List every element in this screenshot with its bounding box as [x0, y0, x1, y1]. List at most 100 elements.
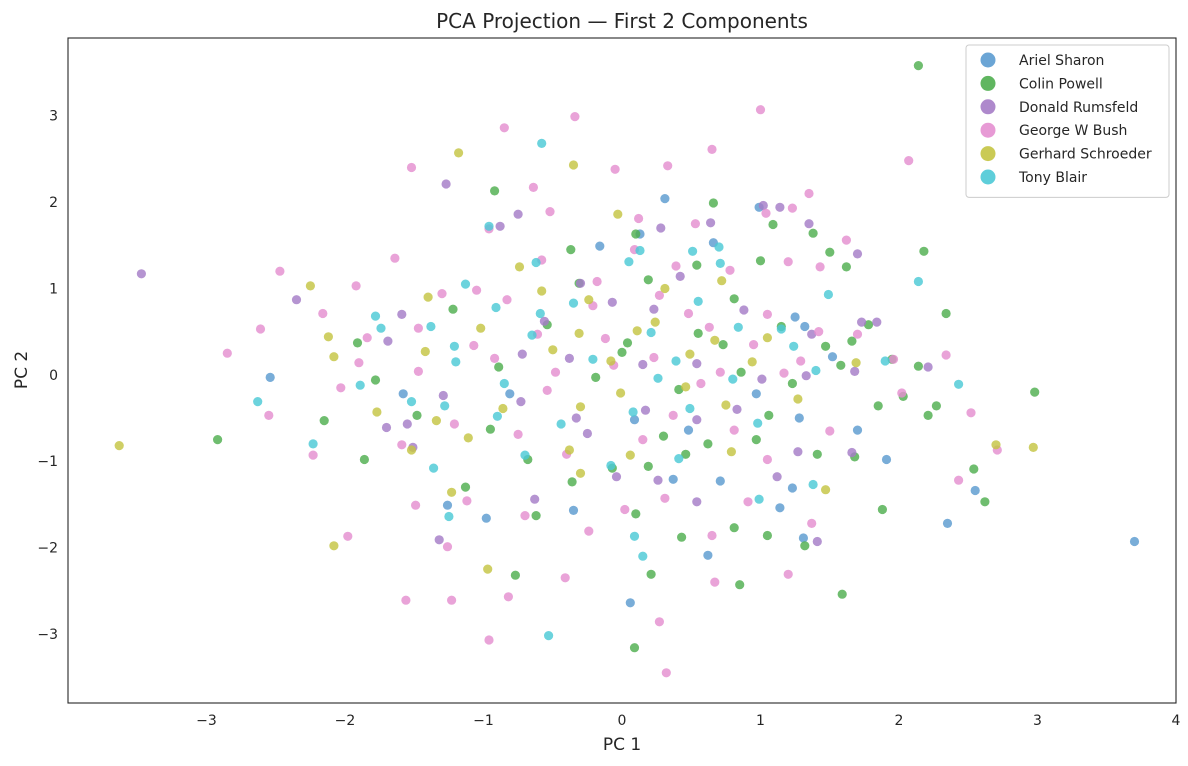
scatter-point — [775, 503, 785, 513]
scatter-point — [308, 450, 318, 460]
scatter-point — [222, 348, 232, 358]
scatter-point — [710, 335, 720, 345]
scatter-point — [354, 358, 364, 368]
scatter-point — [567, 477, 577, 487]
scatter-point — [668, 410, 678, 420]
scatter-point — [841, 262, 852, 272]
scatter-point — [703, 439, 713, 449]
scatter-point — [440, 401, 450, 411]
scatter-point — [499, 378, 509, 389]
scatter-point — [483, 564, 493, 574]
scatter-point — [783, 257, 793, 267]
scatter-point — [441, 179, 451, 189]
scatter-point — [692, 497, 702, 507]
scatter-point — [714, 242, 724, 252]
scatter-point — [606, 460, 616, 471]
scatter-point — [606, 356, 616, 366]
scatter-point — [649, 352, 659, 363]
scatter-point — [499, 123, 509, 133]
scatter-point — [632, 326, 642, 336]
scatter-point — [545, 207, 555, 217]
scatter-point — [954, 475, 964, 485]
scatter-point — [537, 138, 547, 148]
y-tick-label: 2 — [49, 195, 58, 211]
scatter-point — [683, 308, 694, 319]
scatter-point — [611, 472, 622, 482]
scatter-point — [556, 419, 566, 429]
scatter-point — [715, 476, 725, 486]
scatter-point — [613, 209, 623, 219]
y-axis-ticks: −3 −2 −1 0 1 2 3 — [37, 109, 58, 643]
scatter-point — [447, 595, 457, 605]
scatter-point — [690, 219, 701, 229]
scatter-point — [710, 577, 720, 587]
scatter-point — [426, 321, 436, 332]
scatter-point — [991, 440, 1001, 450]
legend: Ariel Sharon Colin Powell Donald Rumsfeld G… — [965, 44, 1170, 198]
scatter-point — [442, 500, 453, 510]
scatter-point — [629, 643, 640, 653]
scatter-point — [852, 249, 863, 259]
scatter-point — [758, 200, 768, 211]
scatter-point — [431, 416, 441, 426]
scatter-point — [390, 253, 400, 263]
scatter-point — [631, 229, 641, 239]
scatter-point — [343, 531, 353, 541]
scatter-point — [575, 278, 586, 288]
scatter-point — [444, 511, 454, 522]
plot-area-frame — [67, 37, 1177, 704]
x-tick-label: −1 — [473, 713, 494, 729]
scatter-point — [941, 350, 951, 360]
scatter-point — [725, 265, 735, 275]
legend-label: Donald Rumsfeld — [1019, 100, 1138, 116]
scatter-point — [707, 144, 717, 154]
scatter-point — [372, 407, 382, 417]
scatter-point — [462, 496, 472, 506]
scatter-point — [513, 429, 523, 439]
y-tick-label: −1 — [37, 454, 58, 470]
scatter-point — [823, 289, 834, 300]
scatter-point — [703, 550, 713, 560]
scatter-point — [397, 440, 407, 450]
scatter-point — [800, 321, 810, 332]
scatter-point — [942, 518, 953, 529]
scatter-point — [821, 485, 831, 495]
scatter-point — [1030, 387, 1040, 397]
chart-title: PCA Projection — First 2 Components — [436, 9, 808, 33]
scatter-point — [438, 390, 448, 401]
scatter-point — [751, 435, 761, 445]
scatter-point — [629, 415, 640, 425]
scatter-point — [969, 464, 979, 474]
scatter-point — [634, 213, 644, 224]
scatter-point — [683, 425, 694, 435]
scatter-point — [775, 202, 785, 212]
scatter-point — [728, 374, 738, 384]
scatter-point — [114, 441, 124, 451]
scatter-point — [704, 322, 714, 332]
scatter-point — [646, 327, 656, 338]
scatter-point — [595, 241, 605, 251]
scatter-point — [505, 389, 515, 399]
scatter-point — [825, 247, 835, 257]
scatter-point — [588, 354, 598, 364]
scatter-point — [535, 308, 545, 319]
scatter-point — [291, 295, 302, 305]
scatter-point — [681, 449, 691, 459]
scatter-point — [880, 356, 890, 366]
scatter-point — [527, 330, 537, 340]
scatter-point — [801, 371, 811, 381]
scatter-point — [857, 317, 867, 327]
scatter-point — [762, 309, 773, 319]
scatter-point — [650, 317, 660, 327]
scatter-point — [447, 487, 457, 497]
scatter-point — [616, 388, 626, 398]
x-tick-label: 0 — [618, 713, 627, 729]
scatter-point — [718, 340, 728, 350]
scatter-point — [807, 518, 817, 529]
scatter-point — [772, 472, 782, 482]
x-tick-label: 3 — [1033, 713, 1042, 729]
scatter-point — [584, 295, 594, 305]
scatter-point — [757, 374, 767, 384]
scatter-point — [749, 340, 759, 350]
legend-label: Colin Powell — [1019, 76, 1103, 92]
